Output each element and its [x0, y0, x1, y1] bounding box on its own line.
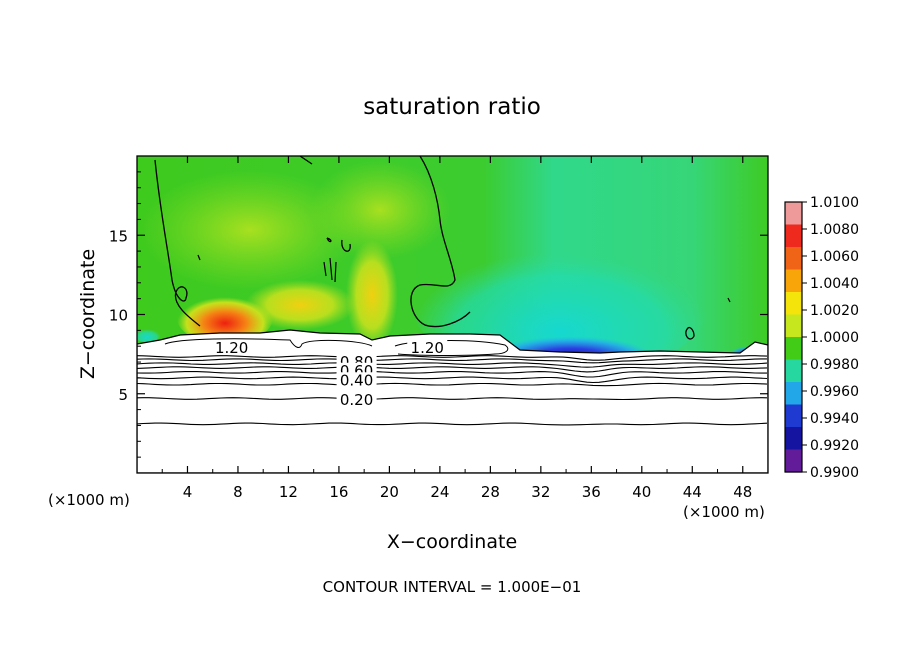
x-axis-ticks: 4 8 12 16 20 24 28 32 36 40 44 48: [161, 156, 752, 501]
contour-line: [137, 382, 768, 387]
contour-interval-footer: CONTOUR INTERVAL = 1.000E−01: [323, 578, 582, 596]
contour-line: [137, 422, 768, 426]
contour-line: [137, 376, 768, 384]
contour-labels: 1.20 1.200.800.600.400.20: [211, 339, 448, 409]
colorbar-label: 1.0040: [810, 276, 859, 292]
field-yellow-region-2: [245, 280, 355, 330]
contour-label-bg: [336, 372, 377, 387]
field-blue-region-left: [137, 326, 161, 342]
field-lime-region-2: [310, 160, 450, 260]
colorbar-swatch: [785, 427, 802, 451]
contour-line: [137, 358, 767, 364]
contour-label: 1.20: [411, 339, 444, 357]
x-tick-label: 24: [430, 483, 449, 501]
contour-label: 1.20: [215, 339, 248, 357]
colorbar-label: 0.9960: [810, 384, 859, 400]
colorbar-label: 0.9900: [810, 465, 859, 481]
colorbar-swatch: [785, 269, 802, 293]
contour-line: [137, 397, 768, 401]
contour-lines-lower: [137, 355, 768, 426]
x-tick-label: 20: [380, 483, 399, 501]
contour-line: [137, 362, 768, 368]
colorbar-label: 1.0100: [810, 195, 859, 211]
contour-line: [137, 371, 767, 378]
colorbar-swatch: [785, 404, 802, 428]
contour-line-upper: [154, 156, 695, 340]
x-tick-label: 8: [233, 483, 243, 501]
x-tick-label: 4: [183, 483, 193, 501]
colorbar-swatch: [785, 202, 802, 226]
chart-title: saturation ratio: [363, 94, 541, 120]
contour-label: 0.20: [340, 391, 373, 409]
colorbar-swatch: [785, 292, 802, 316]
contour-line: [137, 366, 768, 373]
y-axis-label: Z−coordinate: [77, 249, 99, 379]
plot-area: [137, 156, 768, 473]
contour-label-bg: [407, 339, 448, 354]
field-yellow-region: [346, 240, 398, 350]
x-axis-unit-left: (×1000 m): [48, 491, 130, 509]
y-tick-label: 15: [109, 227, 128, 245]
y-axis-ticks: 5 10 15: [109, 171, 768, 458]
colorbar: 1.0100 1.0080 1.0060 1.0040 1.0020 1.0000 0.99…: [784, 195, 859, 481]
colorbar-swatch: [785, 247, 802, 271]
y-tick-label: 10: [109, 307, 128, 325]
x-axis-unit-right: (×1000 m): [683, 503, 765, 521]
contour-line: [137, 355, 768, 361]
colorbar-label: 1.0020: [810, 303, 859, 319]
subcloud-region: [137, 329, 768, 473]
contour-line-fragments: [197, 254, 731, 303]
colorbar-label: 0.9920: [810, 438, 859, 454]
x-tick-label: 12: [279, 483, 298, 501]
colorbar-swatch: [785, 449, 802, 473]
x-tick-label: 44: [683, 483, 702, 501]
colorbar-swatch: [785, 314, 802, 338]
x-tick-label: 36: [582, 483, 601, 501]
x-tick-label: 32: [531, 483, 550, 501]
colorbar-label: 1.0060: [810, 249, 859, 265]
x-tick-label: 16: [329, 483, 348, 501]
colorbar-label: 1.0000: [810, 330, 859, 346]
x-tick-label: 28: [481, 483, 500, 501]
colorbar-label: 1.0080: [810, 222, 859, 238]
colorbar-swatch: [785, 224, 802, 248]
colorbar-label: 0.9940: [810, 411, 859, 427]
contour-label-bg: [336, 392, 377, 407]
colorbar-swatch: [785, 337, 802, 361]
contour-label: 0.40: [340, 371, 373, 389]
x-tick-label: 40: [632, 483, 651, 501]
colorbar-swatch: [785, 359, 802, 383]
x-tick-label: 48: [733, 483, 752, 501]
y-tick-label: 5: [118, 386, 128, 404]
colorbar-swatch: [785, 382, 802, 406]
contour-label-bg: [211, 339, 252, 354]
field-lime-region: [140, 170, 360, 290]
x-axis-label: X−coordinate: [387, 531, 517, 553]
colorbar-label: 0.9980: [810, 357, 859, 373]
